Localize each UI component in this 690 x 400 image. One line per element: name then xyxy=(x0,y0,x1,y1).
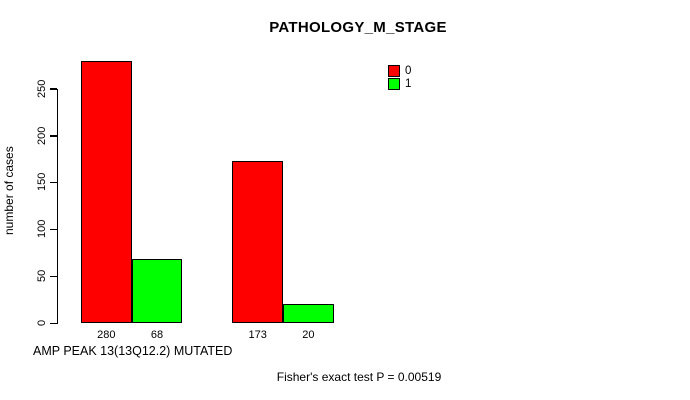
legend-label: 1 xyxy=(405,78,412,90)
y-tick-label: 0 xyxy=(36,319,48,327)
y-tick-label: 150 xyxy=(36,173,48,192)
legend-swatch xyxy=(388,78,400,90)
bar-value-label: 68 xyxy=(150,329,164,341)
pvalue-annotation: Fisher's exact test P = 0.00519 xyxy=(276,370,442,384)
bar-series0-group0 xyxy=(81,60,132,323)
legend-item: 1 xyxy=(388,78,411,90)
bar-value-label: 173 xyxy=(248,329,267,341)
y-axis-line xyxy=(56,88,58,325)
bar-value-label: 20 xyxy=(302,329,315,341)
chart-title: PATHOLOGY_M_STAGE xyxy=(269,19,447,36)
bar-series1-group1 xyxy=(283,304,334,323)
y-tick xyxy=(50,228,57,231)
y-tick xyxy=(50,275,57,278)
y-tick-label: 200 xyxy=(36,126,48,145)
y-tick xyxy=(50,322,57,324)
legend-label: 0 xyxy=(405,65,412,77)
bar-value-label: 280 xyxy=(97,329,116,341)
y-tick xyxy=(50,181,57,184)
y-tick xyxy=(50,88,57,90)
y-tick-label: 250 xyxy=(36,79,48,98)
x-axis-title: AMP PEAK 13(13Q12.2) MUTATED xyxy=(33,344,233,358)
bar-series0-group1 xyxy=(232,160,283,323)
y-tick-label: 100 xyxy=(36,220,48,239)
legend-swatch xyxy=(388,65,400,77)
bar-series1-group0 xyxy=(131,259,183,323)
y-tick xyxy=(50,135,57,137)
y-tick-label: 50 xyxy=(36,270,48,283)
legend-item: 0 xyxy=(388,65,411,77)
